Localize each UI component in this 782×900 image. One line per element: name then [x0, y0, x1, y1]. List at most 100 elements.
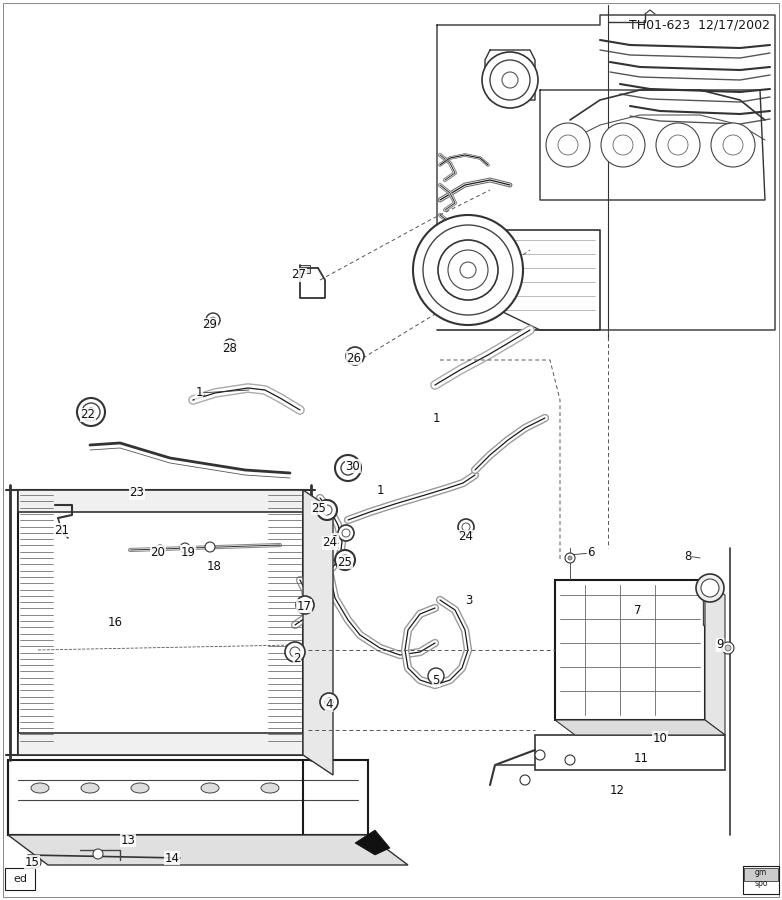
Circle shape [423, 225, 513, 315]
Text: 18: 18 [206, 560, 221, 572]
Circle shape [340, 555, 350, 565]
Bar [300, 265, 310, 273]
Circle shape [346, 347, 364, 365]
Circle shape [155, 545, 165, 555]
Text: 21: 21 [55, 524, 70, 536]
Ellipse shape [81, 783, 99, 793]
Text: 1: 1 [432, 411, 439, 425]
Text: 23: 23 [130, 487, 145, 500]
Circle shape [696, 574, 724, 602]
Bar [8, 760, 368, 835]
Text: 3: 3 [465, 595, 472, 608]
Circle shape [351, 352, 359, 360]
Circle shape [290, 647, 300, 657]
Ellipse shape [261, 783, 279, 793]
Text: 14: 14 [164, 851, 180, 865]
Circle shape [285, 642, 305, 662]
Circle shape [565, 553, 575, 563]
Text: 25: 25 [338, 555, 353, 569]
Polygon shape [303, 490, 333, 775]
Polygon shape [705, 580, 725, 735]
Ellipse shape [201, 783, 219, 793]
Circle shape [227, 342, 233, 348]
Circle shape [317, 500, 337, 520]
Text: ed: ed [13, 874, 27, 884]
Text: 26: 26 [346, 352, 361, 365]
Circle shape [502, 72, 518, 88]
Circle shape [428, 668, 444, 684]
Bar [744, 868, 778, 881]
Bar [18, 490, 303, 755]
Circle shape [565, 755, 575, 765]
Text: 19: 19 [181, 545, 196, 559]
Bar [18, 490, 303, 512]
Circle shape [320, 693, 338, 711]
Circle shape [87, 408, 95, 416]
Circle shape [341, 461, 355, 475]
Circle shape [613, 135, 633, 155]
Circle shape [82, 403, 100, 421]
Text: TH01-623  12/17/2002: TH01-623 12/17/2002 [629, 18, 770, 31]
Text: 7: 7 [634, 604, 642, 617]
Circle shape [601, 123, 645, 167]
Circle shape [296, 596, 314, 614]
Text: 16: 16 [107, 616, 123, 629]
Text: 12: 12 [609, 784, 625, 796]
Circle shape [301, 601, 309, 609]
Text: 28: 28 [223, 341, 238, 355]
Ellipse shape [131, 783, 149, 793]
Circle shape [723, 135, 743, 155]
Circle shape [206, 313, 220, 327]
Text: 11: 11 [633, 752, 648, 764]
Circle shape [490, 60, 530, 100]
Circle shape [338, 525, 354, 541]
Circle shape [701, 579, 719, 597]
Circle shape [546, 123, 590, 167]
Circle shape [460, 262, 476, 278]
Text: 5: 5 [432, 673, 439, 687]
Circle shape [335, 550, 355, 570]
Circle shape [448, 250, 488, 290]
Circle shape [210, 317, 216, 323]
Text: 15: 15 [24, 856, 39, 868]
Circle shape [438, 240, 498, 300]
Text: 1: 1 [196, 386, 203, 400]
Circle shape [180, 543, 190, 553]
Circle shape [413, 215, 523, 325]
Circle shape [335, 455, 361, 481]
Circle shape [520, 775, 530, 785]
Text: 25: 25 [311, 501, 326, 515]
Circle shape [325, 698, 333, 706]
Text: 6: 6 [587, 546, 595, 560]
Bar [18, 733, 303, 755]
Circle shape [558, 135, 578, 155]
Circle shape [482, 52, 538, 108]
Text: 17: 17 [296, 599, 311, 613]
Circle shape [725, 645, 731, 651]
Circle shape [322, 505, 332, 515]
Circle shape [32, 859, 38, 865]
Circle shape [77, 398, 105, 426]
Circle shape [656, 123, 700, 167]
Bar [85, 845, 135, 863]
Text: 13: 13 [120, 833, 135, 847]
Text: 2: 2 [293, 652, 301, 664]
Circle shape [722, 642, 734, 654]
Text: 30: 30 [346, 460, 361, 473]
Circle shape [458, 519, 474, 535]
Circle shape [568, 556, 572, 560]
Circle shape [535, 750, 545, 760]
Circle shape [29, 856, 41, 868]
Text: 4: 4 [325, 698, 333, 712]
Text: 24: 24 [458, 530, 473, 544]
Circle shape [668, 135, 688, 155]
Polygon shape [555, 720, 725, 735]
Text: gm
spo: gm spo [755, 868, 768, 887]
Bar [703, 600, 719, 625]
Text: 9: 9 [716, 638, 724, 652]
Bar [555, 580, 705, 720]
Text: 1: 1 [332, 534, 339, 546]
Circle shape [224, 339, 236, 351]
Text: 24: 24 [322, 536, 338, 550]
Circle shape [462, 523, 470, 531]
